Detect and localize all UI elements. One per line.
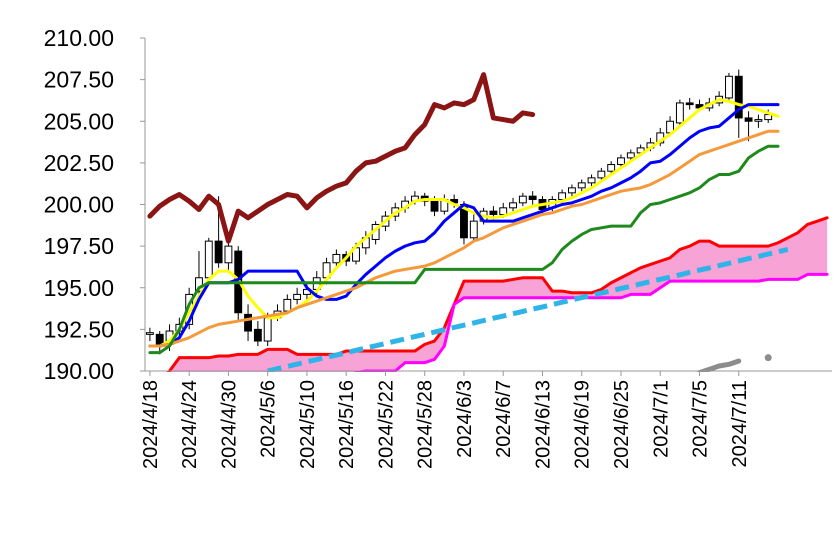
y-tick-label: 210.00 <box>44 25 114 51</box>
x-tick-label: 2024/6/19 <box>572 380 594 469</box>
x-tick-label: 2024/4/30 <box>218 380 240 469</box>
y-tick-label: 205.00 <box>44 108 114 134</box>
candle-body <box>764 114 773 121</box>
y-tick-label: 195.00 <box>44 275 114 301</box>
candle-body <box>607 164 616 172</box>
series-line <box>147 72 536 244</box>
x-tick-label: 2024/5/16 <box>336 380 358 469</box>
candle-body <box>617 157 625 166</box>
candle-body <box>469 220 478 239</box>
candle-body <box>675 102 684 124</box>
candle-body <box>587 177 596 184</box>
series-line <box>148 144 780 355</box>
x-tick-label: 2024/7/11 <box>729 380 751 468</box>
x-tick-label: 2024/4/18 <box>140 380 162 469</box>
x-tick-label: 2024/5/28 <box>415 380 437 469</box>
x-tick-label: 2024/5/6 <box>258 380 280 458</box>
candle-body <box>725 75 733 99</box>
x-tick-label: 2024/5/10 <box>297 380 319 469</box>
y-tick-label: 200.00 <box>44 192 114 218</box>
candle-body <box>224 245 233 264</box>
candle-body <box>214 240 223 264</box>
candle-body <box>734 75 743 119</box>
y-tick-label: 207.50 <box>44 67 114 93</box>
series-line <box>148 98 780 348</box>
candle-body <box>263 317 272 342</box>
candle-body <box>489 210 498 215</box>
candle-body <box>626 152 635 159</box>
x-tick-label: 2024/6/25 <box>611 380 633 469</box>
x-tick-label: 2024/5/22 <box>375 380 397 469</box>
candle-body <box>567 187 576 194</box>
candle-body <box>145 332 154 335</box>
x-tick-label: 2024/7/1 <box>650 380 672 458</box>
x-tick-label: 2024/4/24 <box>179 380 201 469</box>
y-tick-label: 197.50 <box>44 233 114 259</box>
y-tick-label: 190.00 <box>44 358 114 384</box>
series-line <box>148 129 780 348</box>
x-tick-label: 2024/6/3 <box>454 380 476 458</box>
candle-body <box>509 202 517 209</box>
candle-body <box>204 240 213 279</box>
series-line <box>148 103 780 348</box>
series-line <box>166 216 829 372</box>
candle-body <box>685 102 694 106</box>
candle-body <box>558 192 567 201</box>
series-line <box>354 272 829 372</box>
candle-body <box>518 195 527 204</box>
candle-body <box>244 313 252 332</box>
plot-area <box>145 69 829 372</box>
cloud-fill <box>168 217 828 372</box>
series-line <box>267 247 789 372</box>
line-point <box>764 354 772 362</box>
series-line <box>697 358 742 372</box>
candle-body <box>744 117 753 122</box>
candle-body <box>283 298 292 312</box>
y-tick-label: 202.50 <box>44 150 114 176</box>
candle-body <box>253 328 262 342</box>
candle-body <box>332 253 341 264</box>
candle-body <box>293 293 302 300</box>
candle-body <box>430 200 439 212</box>
candle-body <box>754 119 763 122</box>
candle-body <box>597 170 606 179</box>
x-tick-label: 2024/6/7 <box>493 380 515 458</box>
candle-body <box>577 182 586 189</box>
x-tick-label: 2024/7/5 <box>690 380 712 458</box>
candle-body <box>499 207 508 215</box>
axes: 190.00 192.50 195.00 197.50 200.00 202.50 205.… <box>44 25 832 469</box>
candle-body <box>528 195 537 201</box>
y-tick-label: 192.50 <box>44 316 114 342</box>
x-tick-label: 2024/6/13 <box>532 380 554 469</box>
